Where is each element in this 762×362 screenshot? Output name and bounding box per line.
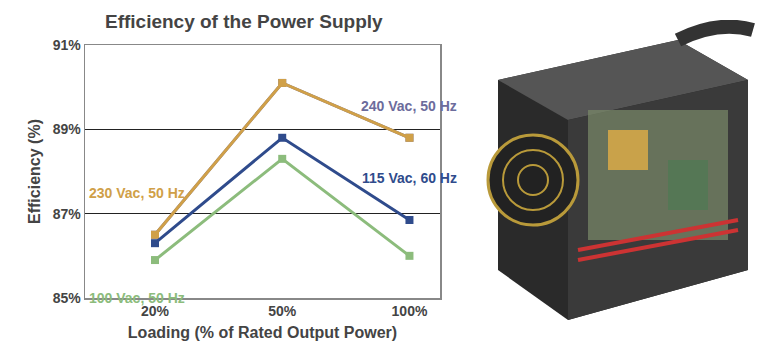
svg-text:100 Vac, 50 Hz: 100 Vac, 50 Hz bbox=[89, 290, 185, 306]
svg-text:89%: 89% bbox=[53, 121, 82, 137]
svg-text:20%: 20% bbox=[141, 303, 170, 319]
svg-text:115 Vac, 60 Hz: 115 Vac, 60 Hz bbox=[362, 170, 457, 186]
svg-text:85%: 85% bbox=[53, 290, 82, 306]
svg-text:91%: 91% bbox=[53, 37, 82, 53]
svg-text:Efficiency (%): Efficiency (%) bbox=[26, 119, 43, 224]
svg-text:87%: 87% bbox=[53, 206, 82, 222]
svg-text:230 Vac, 50 Hz: 230 Vac, 50 Hz bbox=[89, 185, 185, 201]
svg-text:240 Vac, 50 Hz: 240 Vac, 50 Hz bbox=[361, 98, 457, 114]
svg-text:50%: 50% bbox=[268, 303, 297, 319]
svg-text:Loading (% of Rated Output Pow: Loading (% of Rated Output Power) bbox=[128, 324, 397, 341]
svg-text:100%: 100% bbox=[392, 303, 428, 319]
svg-text:Efficiency of the Power Supply: Efficiency of the Power Supply bbox=[105, 11, 383, 32]
